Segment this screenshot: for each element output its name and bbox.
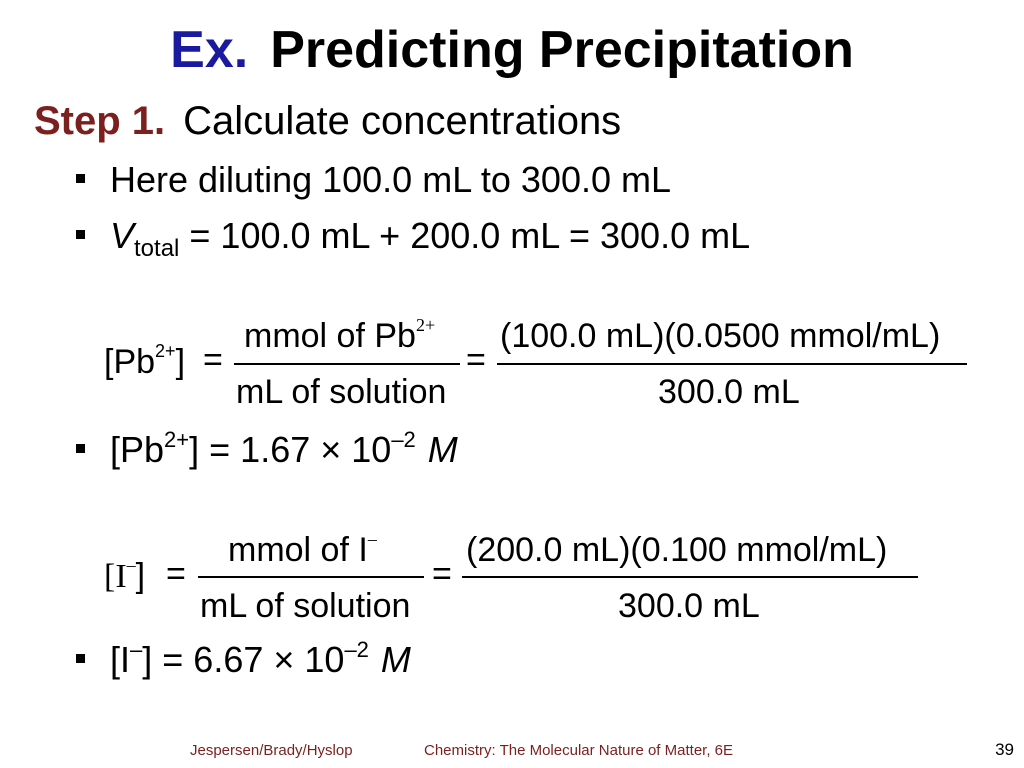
volume-subscript: total [134, 235, 180, 262]
step-text: Calculate concentrations [183, 99, 622, 143]
eq2-equals: = [166, 555, 186, 593]
total-volume-text: = 100.0 mL + 200.0 mL = 300.0 mL [179, 215, 751, 256]
eq2-fraction-bar-1 [198, 576, 424, 578]
title-ex-label: Ex. [170, 21, 249, 79]
bullet-dilution-text: Here diluting 100.0 mL to 300.0 mL [110, 159, 672, 200]
footer-book-title: Chemistry: The Molecular Nature of Matte… [424, 742, 734, 759]
footer-authors: Jespersen/Brady/Hyslop [190, 742, 353, 759]
eq2-equals-2: = [432, 555, 452, 593]
eq1-denominator-2: 300.0 mL [658, 373, 800, 411]
eq2-denominator-2: 300.0 mL [618, 587, 760, 625]
eq1-equals: = [203, 341, 223, 379]
eq1-numerator-1: mmol of Pb2+ [244, 315, 436, 355]
bullet-total-volume: Vtotal = 100.0 mL + 200.0 mL = 300.0 mL [76, 214, 751, 261]
bullet-pb-result: [Pb2+] = 1.67 × 10–2 M [76, 428, 458, 472]
step-heading: Step 1. Calculate concentrations [34, 96, 621, 146]
bullet-square-icon [76, 444, 85, 453]
eq1-lhs: [Pb2+] [104, 341, 186, 381]
eq1-fraction-bar-2 [497, 363, 967, 365]
bullet-square-icon [76, 230, 85, 239]
bullet-i-result: [I–] = 6.67 × 10–2 M [76, 638, 411, 682]
slide-title: Ex. Predicting Precipitation [0, 18, 1024, 82]
step-label: Step 1. [34, 99, 166, 143]
eq2-lhs: [I–] [104, 555, 146, 595]
page-number: 39 [995, 740, 1014, 759]
eq2-fraction-bar-2 [462, 576, 918, 578]
eq1-denominator-1: mL of solution [236, 373, 447, 411]
eq1-numerator-2: (100.0 mL)(0.0500 mmol/mL) [500, 317, 941, 355]
eq2-numerator-2: (200.0 mL)(0.100 mmol/mL) [466, 531, 888, 569]
molarity-unit: M [380, 639, 411, 680]
eq1-equals-2: = [466, 341, 486, 379]
bullet-square-icon [76, 654, 85, 663]
molarity-unit: M [427, 429, 458, 470]
volume-symbol: V [110, 215, 135, 256]
title-text: Predicting Precipitation [270, 21, 854, 79]
bullet-dilution: Here diluting 100.0 mL to 300.0 mL [76, 158, 671, 202]
eq2-numerator-1: mmol of I– [228, 529, 377, 569]
bullet-square-icon [76, 174, 85, 183]
eq1-fraction-bar-1 [234, 363, 460, 365]
eq2-denominator-1: mL of solution [200, 587, 411, 625]
